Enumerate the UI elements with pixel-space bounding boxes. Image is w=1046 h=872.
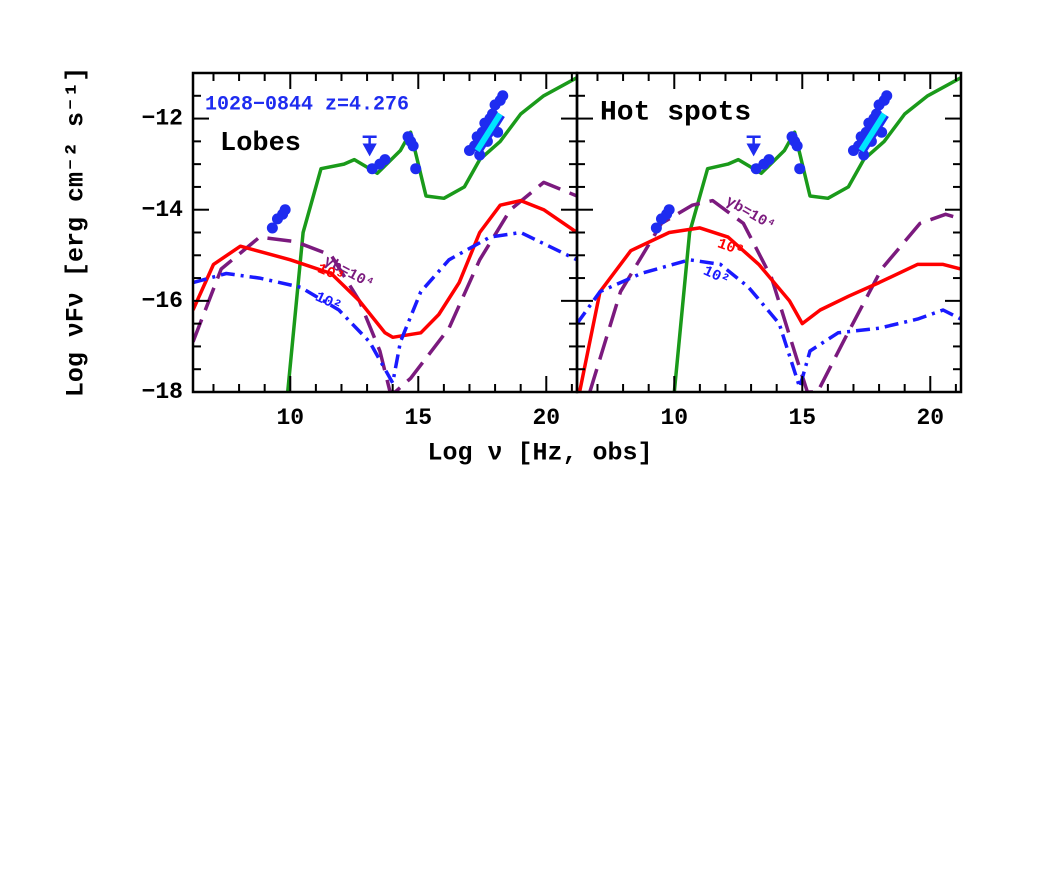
plot-area bbox=[577, 76, 961, 392]
annotation: 10² bbox=[700, 263, 732, 290]
curve bbox=[193, 198, 577, 340]
curve bbox=[588, 198, 961, 392]
data-point bbox=[407, 140, 419, 152]
bowtie bbox=[474, 112, 503, 153]
data-point bbox=[791, 140, 803, 152]
y-tick-label: −14 bbox=[142, 197, 184, 223]
annotation: 1028−0844 z=4.276 bbox=[205, 93, 409, 116]
data-point bbox=[763, 154, 775, 166]
x-tick-label: 15 bbox=[404, 405, 432, 431]
data-point bbox=[497, 90, 509, 102]
curve bbox=[193, 180, 577, 392]
data-point bbox=[650, 222, 662, 234]
annotation: 10³ bbox=[715, 235, 746, 260]
x-tick-label: 10 bbox=[660, 405, 688, 431]
x-tick-label: 15 bbox=[788, 405, 816, 431]
curve bbox=[285, 76, 577, 392]
annotation: Hot spots bbox=[600, 97, 751, 128]
upper-limit bbox=[746, 135, 761, 157]
x-tick-label: 20 bbox=[916, 405, 944, 431]
data-point bbox=[279, 204, 291, 216]
y-axis-label: Log νFν [erg cm⁻² s⁻¹] bbox=[62, 67, 91, 397]
plot-frame bbox=[191, 71, 579, 394]
curve bbox=[193, 230, 577, 385]
y-tick-label: −18 bbox=[142, 379, 183, 405]
curve bbox=[577, 258, 961, 390]
bowtie bbox=[858, 112, 887, 153]
x-tick-label: 20 bbox=[532, 405, 560, 431]
data-point bbox=[410, 163, 422, 175]
plot-area bbox=[193, 76, 577, 392]
y-tick-label: −12 bbox=[142, 106, 183, 132]
x-axis-label: Log ν [Hz, obs] bbox=[427, 439, 652, 468]
data-point bbox=[379, 154, 391, 166]
data-point bbox=[663, 204, 675, 216]
data-point bbox=[266, 222, 278, 234]
annotation: γb=10⁴ bbox=[723, 193, 778, 235]
x-tick-label: 10 bbox=[276, 405, 304, 431]
data-point bbox=[881, 90, 893, 102]
upper-limit bbox=[362, 135, 377, 157]
y-tick-label: −16 bbox=[142, 288, 183, 314]
curve bbox=[577, 226, 961, 392]
data-point bbox=[794, 163, 806, 175]
plot-frame bbox=[575, 71, 963, 394]
annotation: Lobes bbox=[220, 129, 301, 159]
